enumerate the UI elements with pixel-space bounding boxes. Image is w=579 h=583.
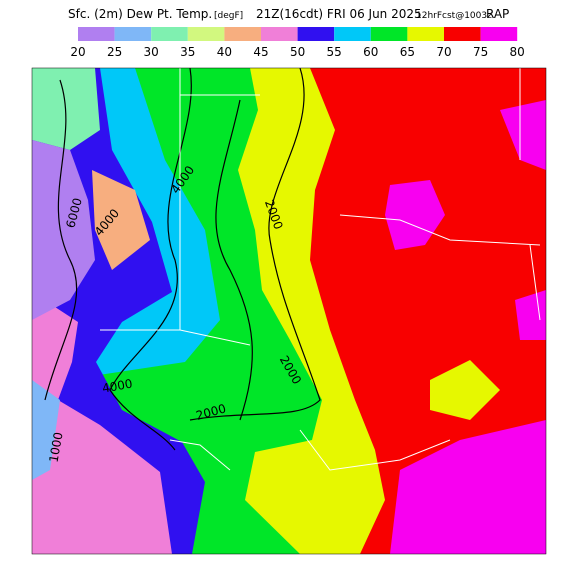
colorbar-swatch [187,27,225,41]
contour-line [215,99,253,421]
title: Sfc. (2m) Dew Pt. Temp. [degF] 21Z(16cdt) … [68,7,509,21]
map-frame [31,67,547,555]
colorbar-label: 65 [400,45,415,59]
contour-line [189,68,321,421]
colorbar-swatch [114,27,152,41]
region-yellow [430,360,500,420]
title-part: [degF] [214,11,243,21]
region-pink [32,292,172,554]
colorbar-swatch [224,27,261,41]
colorbar-label: 35 [180,45,195,59]
colorbar-label: 30 [144,45,159,59]
region-purple [32,140,95,320]
colorbar-swatch [334,27,371,41]
colorbar-label: 55 [327,45,342,59]
colorbar-swatch [151,27,188,41]
map [31,67,547,555]
colorbar-label: 80 [510,45,525,59]
colorbar-swatch [370,27,408,41]
colorbar-label: 60 [363,45,378,59]
contour-line [44,79,78,401]
colorbar-swatch [78,27,115,41]
region-magenta [500,100,546,170]
colorbar-swatch [261,27,298,41]
title-part: Sfc. (2m) Dew Pt. Temp. [68,7,212,21]
colorbar-label: 50 [290,45,305,59]
colorbar: 20 25 30 35 40 45 50 55 60 65 70 75 80 [70,27,525,59]
colorbar-label: 75 [473,45,488,59]
colorbar-swatch [297,27,335,41]
contour-label: 1000 [47,431,66,464]
colorbar-label: 40 [217,45,232,59]
contour-label: 4000 [101,377,134,396]
colorbar-label: 45 [253,45,268,59]
title-part: 12hrFcst@1003z [416,11,492,21]
colorbar-label: 20 [70,45,85,59]
colorbar-label: 70 [436,45,451,59]
colorbar-label: 25 [107,45,122,59]
colorbar-swatch [480,27,518,41]
colorbar-swatch [407,27,444,41]
state-border [100,68,541,471]
colorbar-swatch [444,27,481,41]
region-magenta [515,290,546,340]
title-part: RAP [486,7,509,21]
title-part: 21Z(16cdt) FRI 06 Jun 2025 [256,7,422,21]
region-peach [92,170,150,270]
region-lightblue [32,380,60,480]
region-magenta [390,420,546,554]
